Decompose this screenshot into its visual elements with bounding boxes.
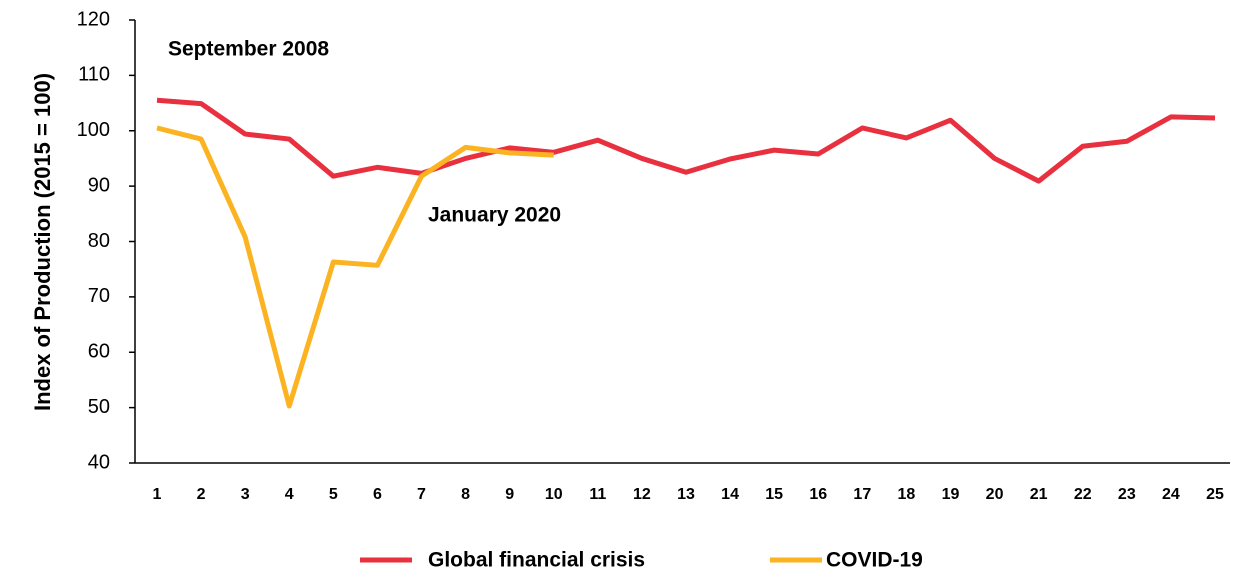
x-tick-label: 18 — [898, 486, 916, 503]
y-tick-label: 50 — [88, 396, 110, 418]
legend-label: COVID-19 — [826, 549, 923, 572]
x-tick-label: 23 — [1118, 486, 1136, 503]
x-tick-label: 4 — [285, 486, 294, 503]
annotation: January 2020 — [428, 204, 561, 227]
legend-label: Global financial crisis — [428, 549, 645, 572]
x-tick-label: 1 — [153, 486, 162, 503]
x-tick-label: 2 — [197, 486, 206, 503]
line-series — [156, 97, 1216, 184]
x-tick-label: 22 — [1074, 486, 1092, 503]
x-tick-label: 7 — [417, 486, 426, 503]
x-tick-label: 9 — [505, 486, 514, 503]
annotation: September 2008 — [168, 38, 329, 61]
line-series — [156, 125, 554, 409]
x-tick-label: 8 — [461, 486, 470, 503]
x-tick-label: 6 — [373, 486, 382, 503]
x-tick-label: 24 — [1162, 486, 1180, 503]
x-tick-label: 15 — [765, 486, 783, 503]
y-tick-label: 80 — [88, 230, 110, 252]
y-tick-label: 110 — [78, 64, 110, 86]
x-tick-label: 20 — [986, 486, 1004, 503]
x-tick-label: 10 — [545, 486, 563, 503]
y-tick-label: 120 — [77, 8, 110, 30]
x-tick-label: 25 — [1206, 486, 1224, 503]
y-tick-label: 70 — [88, 285, 110, 307]
x-tick-label: 16 — [809, 486, 827, 503]
y-tick-label: 60 — [88, 341, 110, 363]
x-tick-label: 5 — [329, 486, 338, 503]
x-tick-label: 12 — [633, 486, 651, 503]
y-tick-label: 100 — [77, 119, 110, 141]
y-tick-label: 90 — [88, 174, 110, 196]
x-tick-label: 14 — [721, 486, 739, 503]
x-tick-label: 17 — [853, 486, 871, 503]
x-tick-label: 3 — [241, 486, 250, 503]
x-tick-label: 19 — [942, 486, 960, 503]
x-tick-label: 11 — [589, 486, 606, 503]
y-tick-label: 40 — [88, 451, 110, 473]
x-tick-label: 13 — [677, 486, 695, 503]
x-tick-label: 21 — [1030, 486, 1048, 503]
y-axis-label: Index of Production (2015 = 100) — [30, 73, 55, 411]
